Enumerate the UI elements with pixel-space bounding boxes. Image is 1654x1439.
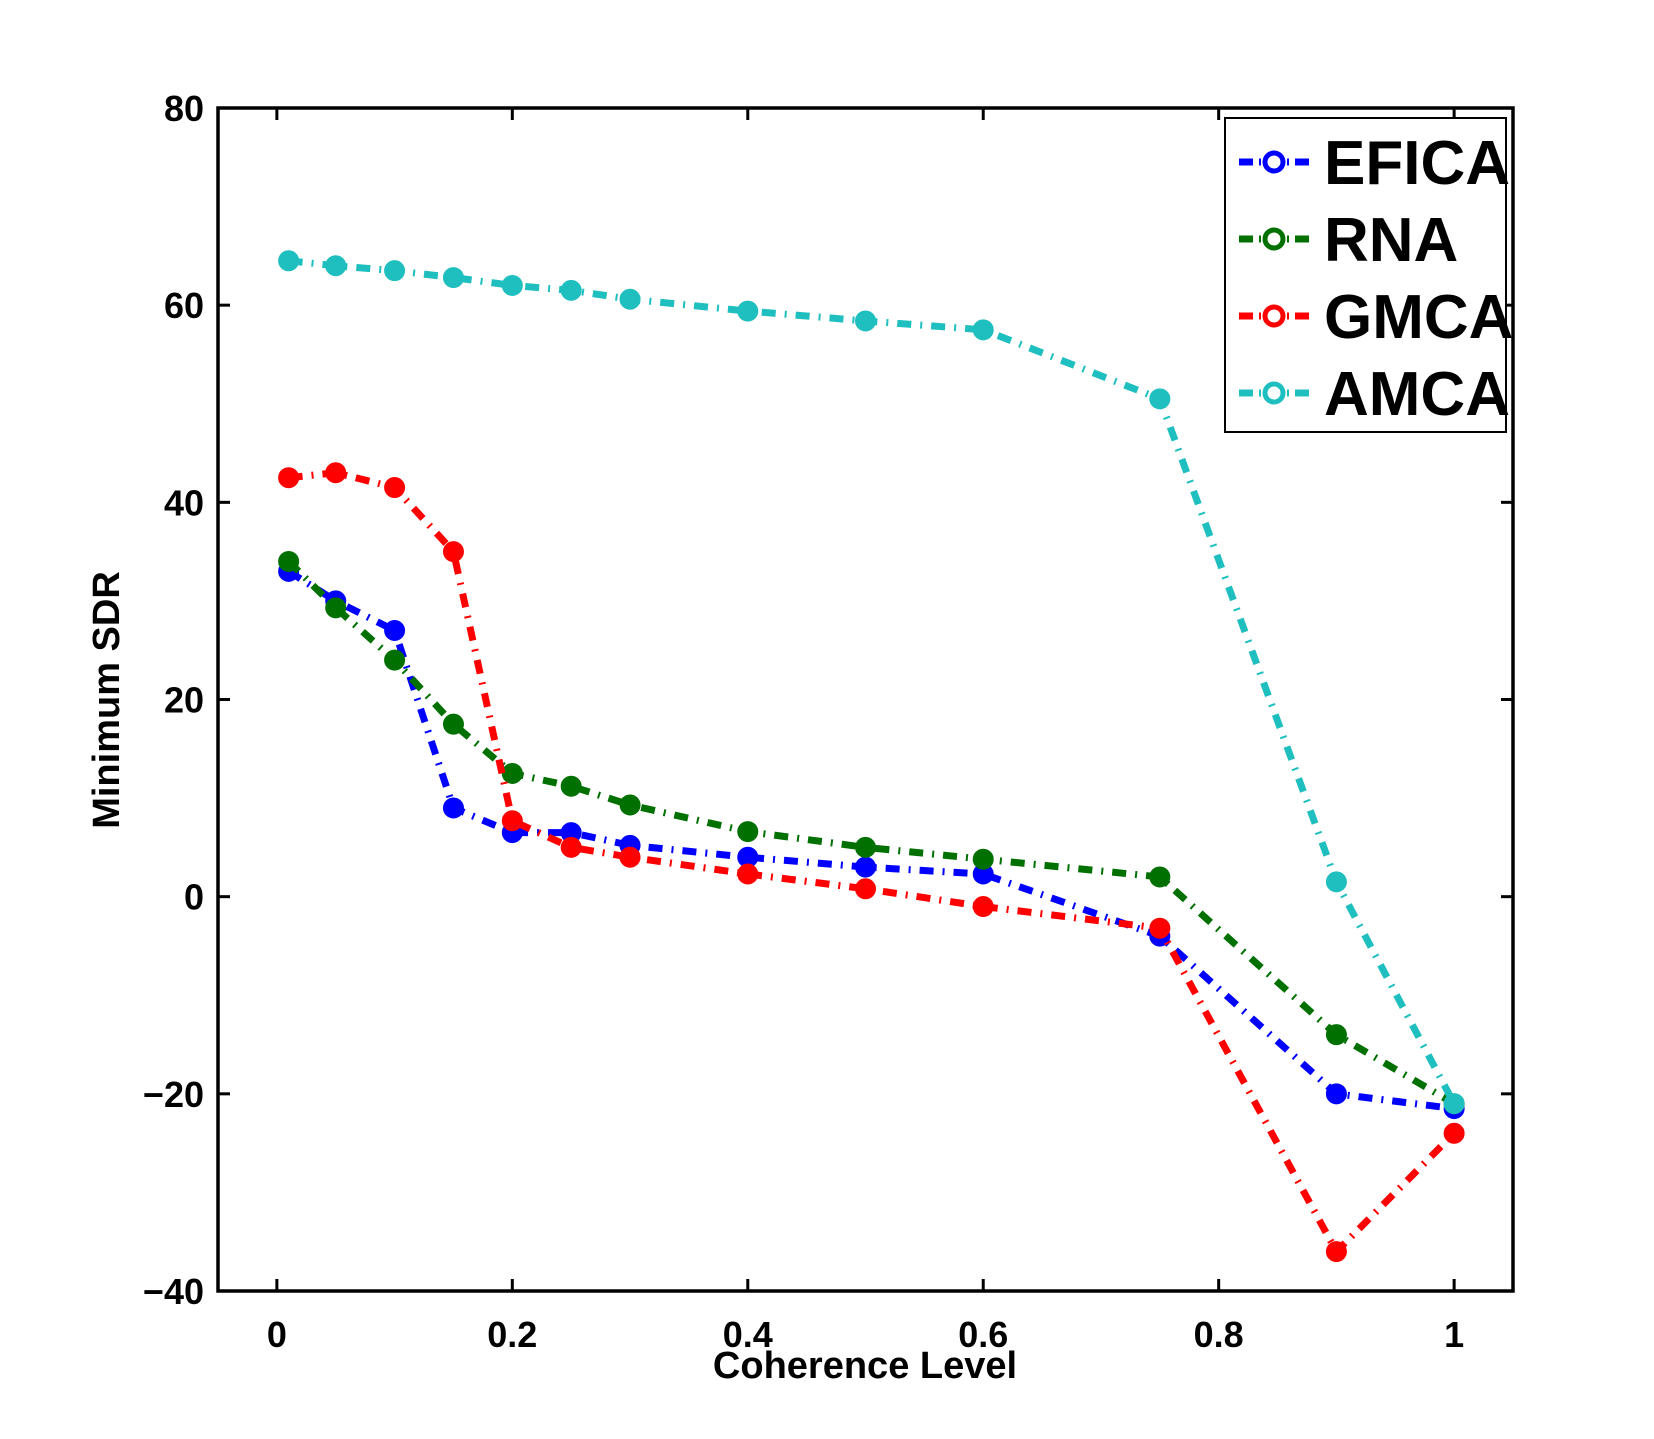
data-point xyxy=(325,597,347,619)
y-tick-label: 60 xyxy=(164,285,204,326)
legend-item: RNA xyxy=(1239,206,1458,275)
data-point xyxy=(442,713,464,735)
x-axis-label: Coherence Level xyxy=(713,1345,1017,1387)
legend: EFICA RNA GMCA AMCA xyxy=(1224,117,1513,433)
legend-label: EFICA xyxy=(1324,129,1510,198)
y-tick-label: −20 xyxy=(143,1074,204,1115)
data-point xyxy=(737,863,759,885)
data-point xyxy=(560,279,582,301)
data-point xyxy=(972,896,994,918)
data-point xyxy=(619,794,641,816)
legend-label: GMCA xyxy=(1324,283,1513,352)
x-tick-label: 0.4 xyxy=(723,1314,773,1355)
y-tick-label: −40 xyxy=(143,1271,204,1312)
data-point xyxy=(972,848,994,870)
data-point xyxy=(855,836,876,858)
legend-label: AMCA xyxy=(1324,360,1510,429)
data-point xyxy=(1149,866,1171,888)
data-point xyxy=(501,762,523,784)
data-point xyxy=(1325,1024,1347,1046)
legend-item: AMCA xyxy=(1239,360,1510,429)
data-point xyxy=(560,775,582,797)
x-tick-label: 0.2 xyxy=(487,1314,537,1355)
data-point xyxy=(278,467,300,489)
data-point xyxy=(1325,1083,1347,1105)
series-layer xyxy=(278,250,1465,1263)
x-tick-label: 0.6 xyxy=(958,1314,1008,1355)
data-point xyxy=(619,846,641,868)
x-tick-label: 1 xyxy=(1444,1314,1464,1355)
data-point xyxy=(442,797,464,819)
x-tick-label: 0.8 xyxy=(1194,1314,1244,1355)
y-axis-label: Minimum SDR xyxy=(86,571,128,829)
data-point xyxy=(855,878,876,900)
series-gmca xyxy=(278,462,1465,1263)
data-point xyxy=(278,550,300,572)
data-point xyxy=(501,810,523,832)
legend-marker xyxy=(1262,381,1286,405)
data-point xyxy=(1325,871,1347,893)
data-point xyxy=(384,619,406,641)
data-point xyxy=(278,250,300,272)
data-point xyxy=(1443,1093,1465,1115)
y-tick-label: 0 xyxy=(184,877,204,918)
data-point xyxy=(325,255,347,277)
y-tick-label: 80 xyxy=(164,88,204,129)
data-point xyxy=(384,649,406,671)
data-point xyxy=(1149,917,1171,939)
legend-marker xyxy=(1262,227,1286,251)
y-tick-label: 40 xyxy=(164,482,204,523)
data-point xyxy=(737,300,759,322)
data-point xyxy=(1325,1241,1347,1263)
data-point xyxy=(1443,1122,1465,1144)
data-point xyxy=(1149,388,1171,410)
legend-item: EFICA xyxy=(1239,129,1510,198)
series-amca xyxy=(278,250,1465,1115)
data-point xyxy=(384,477,406,499)
x-tick-label: 0 xyxy=(267,1314,287,1355)
legend-marker xyxy=(1262,150,1286,174)
plot-frame xyxy=(216,106,1515,1293)
data-point xyxy=(737,821,759,843)
data-point xyxy=(619,288,641,310)
data-point xyxy=(384,260,406,282)
series-rna xyxy=(278,550,1465,1115)
data-point xyxy=(325,462,347,484)
legend-marker xyxy=(1262,304,1286,328)
axes-layer: 0 0.2 0.4 0.6 0.8 1 −40 −20 0 20 40 60 80 xyxy=(143,88,1513,1355)
data-point xyxy=(855,856,876,878)
data-point xyxy=(972,319,994,341)
data-point xyxy=(442,541,464,563)
data-point xyxy=(442,267,464,289)
legend-item: GMCA xyxy=(1239,283,1513,352)
data-point xyxy=(560,836,582,858)
y-tick-label: 20 xyxy=(164,680,204,721)
data-point xyxy=(855,310,876,332)
legend-label: RNA xyxy=(1324,206,1458,275)
data-point xyxy=(501,274,523,296)
